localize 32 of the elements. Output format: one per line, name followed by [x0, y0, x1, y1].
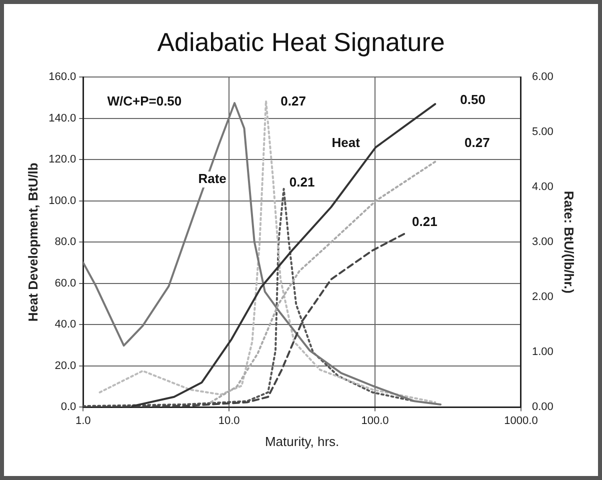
y-tick-label: 160.0 — [48, 71, 76, 84]
x-axis-title: Maturity, hrs. — [264, 434, 340, 449]
y2-tick-label: 3.00 — [532, 236, 554, 248]
x-tick-label: 10.0 — [218, 414, 240, 427]
y2-tick-label: 2.00 — [532, 291, 554, 304]
annotation: 0.21 — [412, 214, 438, 229]
y-tick-label: 60.0 — [54, 277, 76, 290]
y2-tick-label: 1.00 — [532, 346, 554, 358]
annotation: Rate — [198, 171, 226, 186]
y-tick-label: 120.0 — [48, 154, 76, 166]
chart-title: Adiabatic Heat Signature — [157, 26, 445, 57]
y-tick-label: 40.0 — [54, 318, 76, 331]
annotation: W/C+P=0.50 — [107, 94, 182, 109]
annotation: Heat — [332, 134, 361, 150]
y2-tick-label: 4.00 — [532, 181, 554, 194]
x-tick-label: 100.0 — [361, 414, 389, 427]
y2-tick-label: 0.00 — [532, 401, 554, 414]
y-axis-title: Heat Development, BtU/lb — [25, 162, 40, 322]
y-tick-label: 100.0 — [48, 194, 76, 207]
annotation: 0.27 — [464, 134, 490, 150]
y-tick-label: 140.0 — [48, 112, 76, 124]
annotation: 0.21 — [289, 174, 315, 190]
y2-tick-label: 5.00 — [532, 126, 554, 138]
y-tick-label: 80.0 — [54, 236, 76, 248]
x-tick-label: 1.0 — [75, 414, 91, 427]
y2-axis-title: Rate: BtU/(lb/hr.) — [562, 190, 577, 294]
y-tick-label: 0.0 — [60, 401, 76, 414]
x-tick-label: 1000.0 — [504, 414, 538, 427]
y-tick-label: 20.0 — [54, 360, 76, 372]
annotation: 0.50 — [460, 92, 486, 107]
annotation: 0.27 — [280, 94, 306, 109]
y2-tick-label: 6.00 — [532, 71, 554, 84]
